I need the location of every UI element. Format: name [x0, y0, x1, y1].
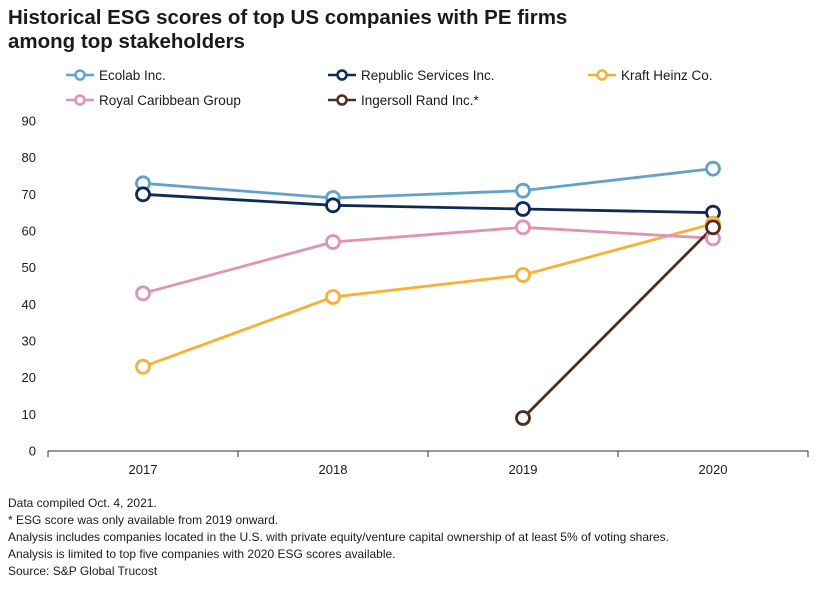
chart-title: Historical ESG scores of top US companie… — [8, 6, 798, 54]
legend-marker-royal-caribbean — [66, 94, 94, 106]
note-esg-availability: * ESG score was only available from 2019… — [8, 513, 279, 527]
note-source: Source: S&P Global Trucost — [8, 564, 158, 578]
series-line-royal-caribbean-group — [142, 225, 714, 295]
line-chart: 0 10 20 30 40 50 60 70 80 90 2017 2018 2019 2020 — [22, 114, 809, 477]
legend-label-ingersoll-rand: Ingersoll Rand Inc.* — [361, 92, 479, 108]
y-tick-label-0: 0 — [29, 444, 36, 459]
legend-label-kraft-heinz: Kraft Heinz Co. — [621, 67, 713, 83]
y-axis: 0 10 20 30 40 50 60 70 80 90 — [22, 114, 36, 459]
data-point-ecolab-inc-2019 — [515, 182, 531, 199]
data-point-republic-services-inc-2018 — [325, 197, 341, 214]
series-line-republic-services-inc — [142, 192, 714, 215]
data-point-royal-caribbean-group-2017 — [135, 285, 151, 302]
legend-item-kraft-heinz: Kraft Heinz Co. — [588, 66, 713, 84]
data-point-ingersoll-rand-inc-2020 — [705, 219, 721, 236]
note-data-compiled: Data compiled Oct. 4, 2021. — [8, 496, 157, 510]
y-tick-label-80: 80 — [22, 150, 36, 165]
chart-title-line-2: among top stakeholders — [8, 30, 245, 53]
legend-item-republic-services: Republic Services Inc. — [328, 66, 495, 84]
series-lines — [142, 167, 714, 419]
x-tick-label-2019: 2019 — [509, 462, 538, 477]
y-tick-label-30: 30 — [22, 334, 36, 349]
series-line-ingersoll-rand-inc — [522, 226, 714, 419]
x-tick-label-2018: 2018 — [319, 462, 348, 477]
chart-notes: Data compiled Oct. 4, 2021. * ESG score … — [8, 495, 808, 580]
data-point-kraft-heinz-co-2017 — [135, 358, 151, 375]
y-tick-label-20: 20 — [22, 370, 36, 385]
note-analysis-limit: Analysis is limited to top five companie… — [8, 547, 396, 561]
y-tick-label-40: 40 — [22, 297, 36, 312]
y-tick-label-60: 60 — [22, 224, 36, 239]
data-point-royal-caribbean-group-2018 — [325, 234, 341, 250]
data-point-republic-services-inc-2019 — [515, 201, 531, 217]
data-point-ingersoll-rand-inc-2019 — [515, 410, 531, 426]
series-points — [135, 160, 721, 426]
data-point-republic-services-inc-2017 — [135, 186, 151, 203]
data-point-ecolab-inc-2020 — [705, 160, 721, 177]
legend-marker-republic-services — [328, 69, 356, 81]
data-point-kraft-heinz-co-2018 — [325, 289, 341, 305]
chart-title-line-1: Historical ESG scores of top US companie… — [8, 6, 568, 29]
legend-label-royal-caribbean: Royal Caribbean Group — [99, 92, 241, 108]
y-tick-label-70: 70 — [22, 187, 36, 202]
legend-marker-kraft-heinz — [588, 69, 616, 81]
data-point-kraft-heinz-co-2019 — [515, 267, 531, 283]
x-axis: 2017 2018 2019 2020 — [47, 450, 809, 477]
legend-label-ecolab: Ecolab Inc. — [99, 67, 166, 83]
y-tick-label-50: 50 — [22, 260, 36, 275]
x-tick-label-2017: 2017 — [129, 462, 158, 477]
note-analysis-scope: Analysis includes companies located in t… — [8, 530, 670, 544]
legend-marker-ecolab — [66, 69, 94, 81]
data-point-royal-caribbean-group-2019 — [515, 219, 531, 236]
legend-marker-ingersoll-rand — [328, 94, 356, 106]
legend-label-republic-services: Republic Services Inc. — [361, 67, 495, 83]
y-tick-label-10: 10 — [22, 407, 36, 422]
legend-item-ingersoll-rand: Ingersoll Rand Inc.* — [328, 91, 479, 109]
series-line-ecolab-inc — [142, 167, 714, 200]
legend-item-royal-caribbean: Royal Caribbean Group — [66, 91, 241, 109]
legend-item-ecolab: Ecolab Inc. — [66, 66, 166, 84]
series-line-kraft-heinz-co — [142, 222, 714, 368]
y-tick-label-90: 90 — [22, 114, 36, 129]
x-tick-label-2020: 2020 — [699, 462, 728, 477]
